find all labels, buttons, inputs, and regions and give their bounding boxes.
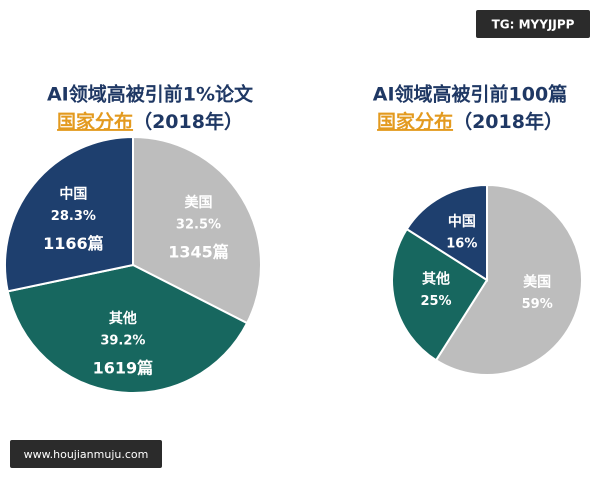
slice-label: 美国 xyxy=(184,194,212,211)
slice-percent: 28.3% xyxy=(51,209,96,224)
slice-label: 中国 xyxy=(59,186,87,203)
badge xyxy=(10,440,162,468)
chart-subtitle: 国家分布（2018年） xyxy=(377,110,563,133)
pie-slice xyxy=(405,183,488,282)
chart-title: AI领域高被引前1%论文 xyxy=(47,83,254,106)
chart-title: AI领域高被引前100篇 xyxy=(373,83,567,106)
pie-slice xyxy=(4,135,134,293)
subtitle-note: （2018年） xyxy=(453,110,563,133)
slice-count: 1166篇 xyxy=(43,234,104,253)
slice-percent: 39.2% xyxy=(100,334,145,349)
subtitle-note: （2018年） xyxy=(133,110,243,133)
slice-percent: 16% xyxy=(446,237,477,252)
slice-percent: 25% xyxy=(420,294,451,309)
subtitle-highlight: 国家分布 xyxy=(377,110,453,133)
slice-count: 1345篇 xyxy=(168,242,229,261)
slice-label: 其他 xyxy=(422,270,450,287)
slice-label: 美国 xyxy=(523,274,551,291)
pie-slice xyxy=(434,183,583,376)
slice-count: 1619篇 xyxy=(93,359,154,378)
pie-slice xyxy=(391,227,489,362)
slice-label: 中国 xyxy=(448,213,476,230)
badge-text: TG: MYYJJPP xyxy=(492,18,575,32)
slice-label: 其他 xyxy=(109,310,137,327)
subtitle-highlight: 国家分布 xyxy=(57,110,133,133)
slice-percent: 32.5% xyxy=(176,217,221,232)
pie-slice xyxy=(132,135,262,325)
chart-subtitle: 国家分布（2018年） xyxy=(57,110,243,133)
badge-text: www.houjianmuju.com xyxy=(24,448,149,461)
pie-slice xyxy=(6,263,249,394)
slice-percent: 59% xyxy=(522,297,553,312)
badge xyxy=(476,10,590,38)
